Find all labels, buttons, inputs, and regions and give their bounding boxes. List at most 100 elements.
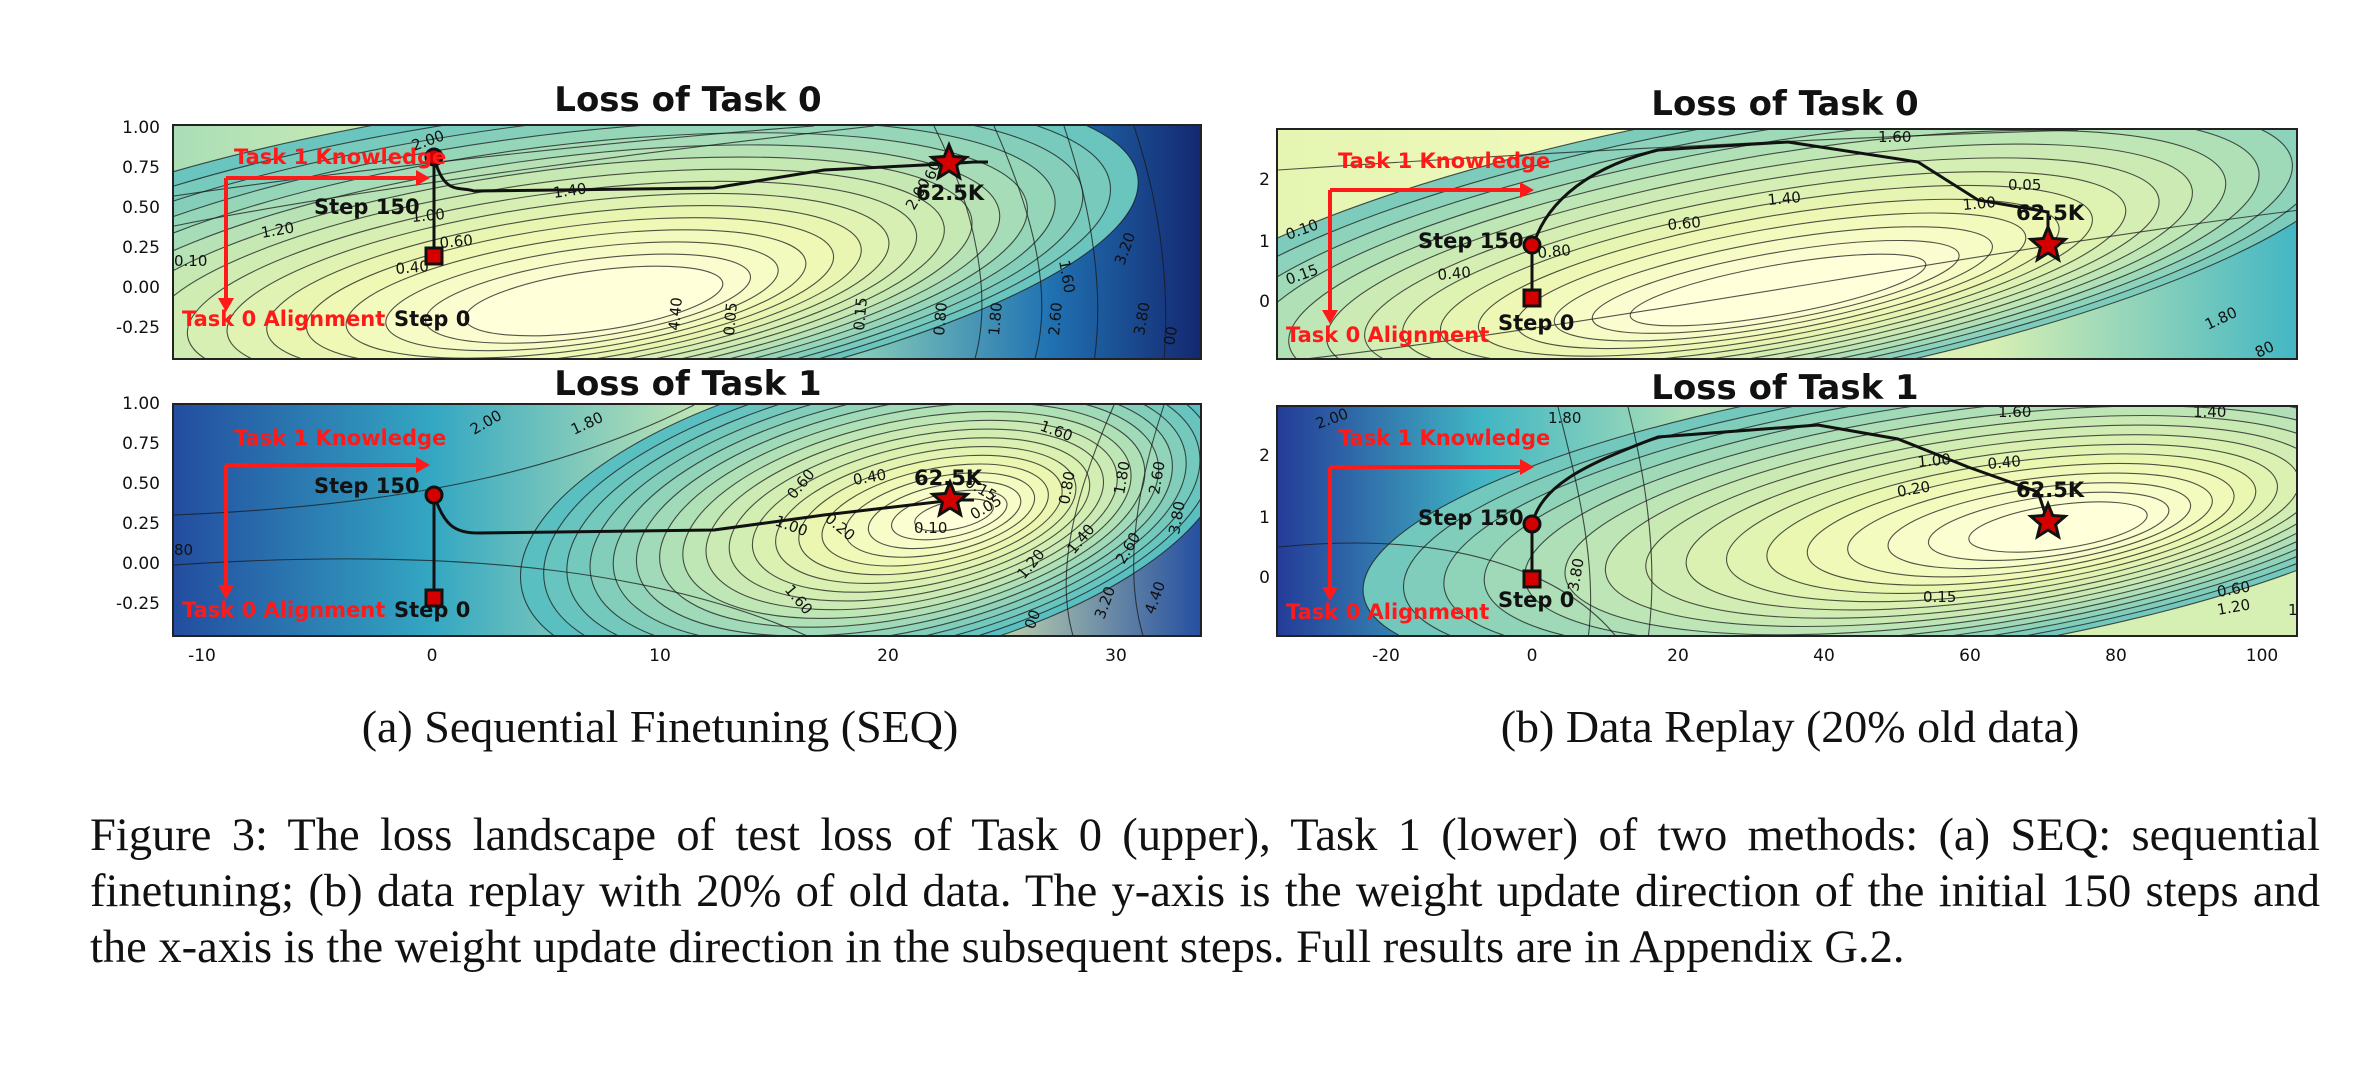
panel-a-top-title: Loss of Task 0 — [554, 80, 822, 120]
alignment-label: Task 0 Alignment — [182, 598, 385, 622]
subcaption-a: (a) Sequential Finetuning (SEQ) — [361, 701, 959, 752]
optimization-path — [1530, 140, 2050, 251]
contour-label: 0.10 — [914, 519, 947, 537]
contour-label: 1.60 — [1055, 259, 1079, 295]
step150-label: Step 150 — [1418, 229, 1524, 253]
alignment-label: Task 0 Alignment — [182, 307, 385, 331]
contour-line — [174, 405, 695, 516]
contour-label: 1.80 — [1548, 409, 1581, 427]
plot-b-top: 1.60 1.40 1.00 0.60 0.80 0.40 0.15 0.05 0.10 1.80… — [1276, 128, 2298, 360]
knowledge-label: Task 1 Knowledge — [234, 145, 446, 169]
contour-plot-a-bottom: 2.00 1.80 1.600.60 0.40 0.150.20 0.100.050.80… — [174, 405, 1200, 635]
contour-label: 0.60 — [439, 231, 474, 252]
contour-line — [993, 126, 1043, 358]
contour-label: 0.60 — [2216, 577, 2252, 601]
alignment-label: Task 0 Alignment — [1286, 600, 1489, 624]
ytick: 0.75 — [122, 158, 160, 178]
alignment-arrowhead — [218, 585, 234, 599]
end-label: 62.5K — [916, 181, 985, 205]
contour-label: 1.80 — [985, 302, 1006, 337]
end-star-marker — [928, 141, 970, 181]
ytick: -0.25 — [116, 594, 160, 614]
xtick: -20 — [1372, 646, 1400, 666]
plot-a-bottom: 2.00 1.80 1.60 0.60 0.40 0.15 0.20 0.10 0.05 0.80… — [172, 403, 1202, 637]
contour-line — [1278, 130, 2079, 171]
ytick: 2 — [1259, 446, 1270, 466]
contour-line — [174, 558, 807, 635]
step150-marker — [1522, 514, 1542, 534]
xtick: 10 — [649, 646, 671, 666]
plot-b-bottom: 1.80 1.60 1.40 1.00 0.40 0.20 0.15 0.60 1.20 3.80… — [1276, 405, 2298, 637]
knowledge-label: Task 1 Knowledge — [1338, 149, 1550, 173]
xtick: 20 — [1667, 646, 1689, 666]
end-star-marker — [2027, 223, 2069, 263]
alignment-arrowhead — [218, 298, 234, 312]
ytick: 0.25 — [122, 514, 160, 534]
contour-plot-a-top: 2.001.401.201.000.600.400.10602.001.603.… — [174, 126, 1200, 358]
contour-line — [1968, 501, 2148, 553]
optimization-path — [1530, 423, 2050, 525]
step150-marker — [424, 147, 444, 167]
ytick: 0.50 — [122, 474, 160, 494]
contour-label: 0.80 — [1055, 470, 1079, 506]
panel-b-bottom-title: Loss of Task 1 — [1651, 368, 1919, 408]
contour-label: 0.40 — [1987, 452, 2022, 473]
ytick: 1.00 — [122, 118, 160, 138]
contour-label: 0.40 — [1437, 263, 1472, 284]
ytick: 2 — [1259, 170, 1270, 190]
contour-label: 0.20 — [1896, 477, 1932, 501]
contour-label: 0.05 — [720, 302, 741, 337]
subcaption-b: (b) Data Replay (20% old data) — [1500, 701, 2080, 752]
contour-plot-b-top: 1.601.40 1.000.600.800.400.150.050.101.80… — [1278, 130, 2296, 360]
contour-line — [1133, 405, 1165, 635]
ytick: 0 — [1259, 568, 1270, 588]
end-star-marker — [929, 478, 971, 518]
xtick: 60 — [1959, 646, 1981, 666]
contour-label: 0.40 — [395, 257, 430, 278]
contour-label: 80 — [2252, 337, 2277, 360]
contour-label: 3.80 — [1564, 557, 1588, 593]
contour-label: 1.20 — [260, 218, 296, 242]
contour-label: 0.80 — [1537, 241, 1572, 262]
contour-line — [1309, 209, 2296, 358]
knowledge-arrowhead — [416, 170, 430, 186]
step0-marker — [424, 588, 444, 608]
optimization-path — [432, 494, 974, 535]
alignment-arrowhead — [1322, 310, 1338, 324]
end-label: 62.5K — [2016, 201, 2085, 225]
end-star-marker — [2027, 500, 2069, 540]
contour-label: 2.60 — [1145, 460, 1169, 496]
contour-label: 1.40 — [2193, 407, 2226, 421]
step0-label: Step 0 — [394, 598, 470, 622]
contour-label: 4.40 — [665, 297, 686, 332]
contour-label: 0.60 — [1667, 213, 1702, 234]
contour-label: 3.80 — [1165, 500, 1189, 536]
panel-b-top-title: Loss of Task 0 — [1651, 84, 1919, 124]
contour-label: 80 — [174, 541, 193, 559]
contour-line — [1557, 407, 1592, 635]
knowledge-label: Task 1 Knowledge — [1338, 426, 1550, 450]
step0-label: Step 0 — [1498, 588, 1574, 612]
contour-label: 1.00 — [1962, 193, 1997, 214]
contour-label: 0.15 — [850, 297, 871, 332]
caption-text: Figure 3: The loss landscape of test los… — [90, 810, 2320, 973]
contour-line — [174, 126, 815, 197]
step150-label: Step 150 — [314, 474, 420, 498]
xtick: 100 — [2245, 646, 2279, 666]
contour-label: 1.40 — [1767, 188, 1802, 209]
contour-line — [1278, 542, 1616, 635]
contour-label: 0.80 — [930, 302, 951, 337]
step0-marker — [1522, 288, 1542, 308]
knowledge-arrowhead — [1520, 459, 1534, 475]
end-label: 62.5K — [2016, 478, 2085, 502]
panel-a-bottom-title: Loss of Task 1 — [554, 364, 822, 404]
contour-label: 2.60 — [1045, 302, 1066, 337]
ytick: 0 — [1259, 292, 1270, 312]
contour-line — [1627, 407, 1653, 635]
xtick: 40 — [1813, 646, 1835, 666]
contour-line — [174, 126, 875, 227]
ytick: 1 — [1259, 508, 1270, 528]
xtick: 0 — [1526, 646, 1538, 666]
ytick: 0.00 — [122, 554, 160, 574]
contour-label: 00 — [1021, 607, 1044, 631]
